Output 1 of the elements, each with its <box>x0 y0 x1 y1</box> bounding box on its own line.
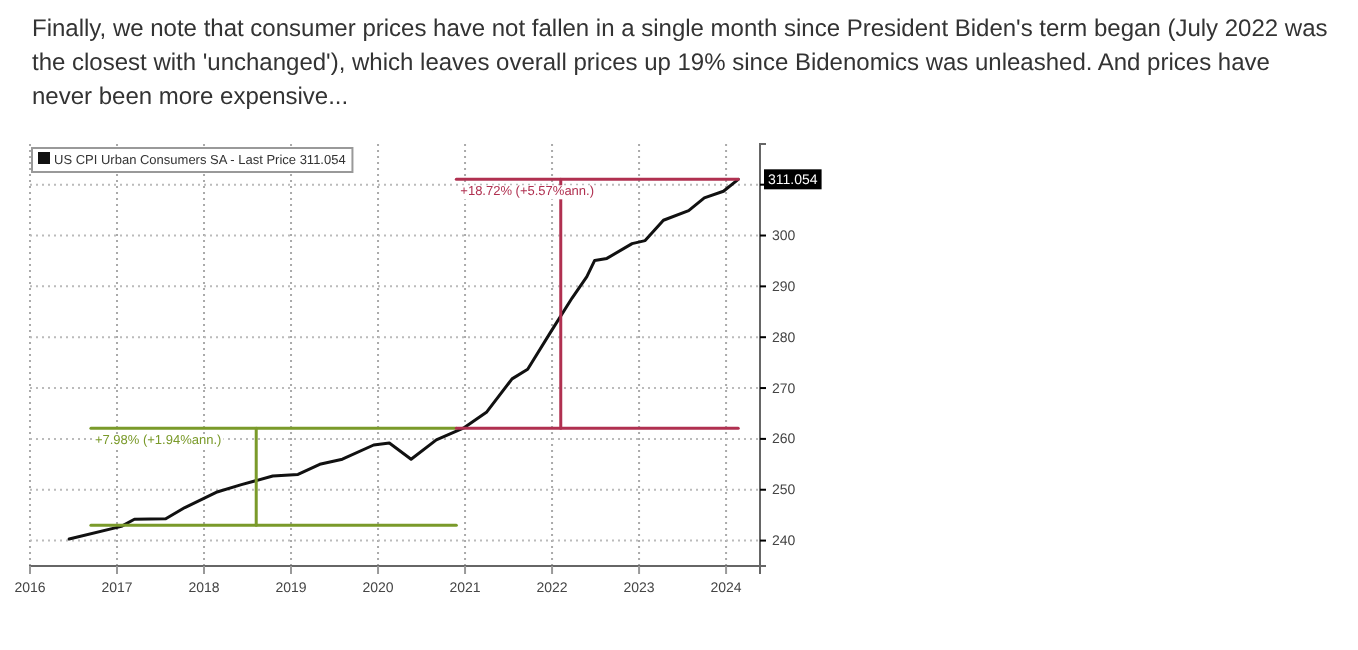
chart-title: Finally, we note that consumer prices have not fallen in a single month since President Biden's term began (July 2022 was the closest with 'unchanged'), which leaves overall prices up 19% since Bidenomics was unleashed. And prices have never been more expensive... <box>32 14 1328 110</box>
